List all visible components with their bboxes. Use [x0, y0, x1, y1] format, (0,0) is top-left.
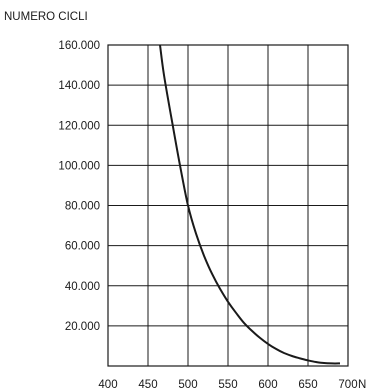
grid-lines: [108, 45, 348, 366]
x-axis-unit-label: N: [358, 379, 366, 390]
y-tick-label: 100.000: [58, 160, 100, 172]
y-tick-label: 20.000: [65, 321, 100, 333]
x-tick-label: 550: [218, 379, 237, 390]
y-tick-label: 40.000: [65, 281, 100, 293]
y-tick-label: 140.000: [58, 80, 100, 92]
y-tick-label: 80.000: [65, 201, 100, 213]
x-tick-label: 500: [178, 379, 197, 390]
plot-frame: [107, 44, 349, 367]
x-tick-labels: 400 450 500 550 600 650 700: [98, 379, 357, 390]
x-tick-label: 700: [338, 379, 357, 390]
y-tick-label: 160.000: [58, 40, 100, 52]
x-tick-label: 450: [138, 379, 157, 390]
y-tick-labels: 20.000 40.000 60.000 80.000 100.000 120.000 14…: [58, 40, 100, 333]
y-axis-label: NUMERO CICLI: [4, 11, 88, 23]
x-tick-label: 650: [298, 379, 317, 390]
x-tick-label: 600: [258, 379, 277, 390]
y-tick-label: 60.000: [65, 241, 100, 253]
x-tick-label: 400: [98, 379, 117, 390]
series-line: [159, 44, 341, 365]
y-tick-label: 120.000: [58, 120, 100, 132]
